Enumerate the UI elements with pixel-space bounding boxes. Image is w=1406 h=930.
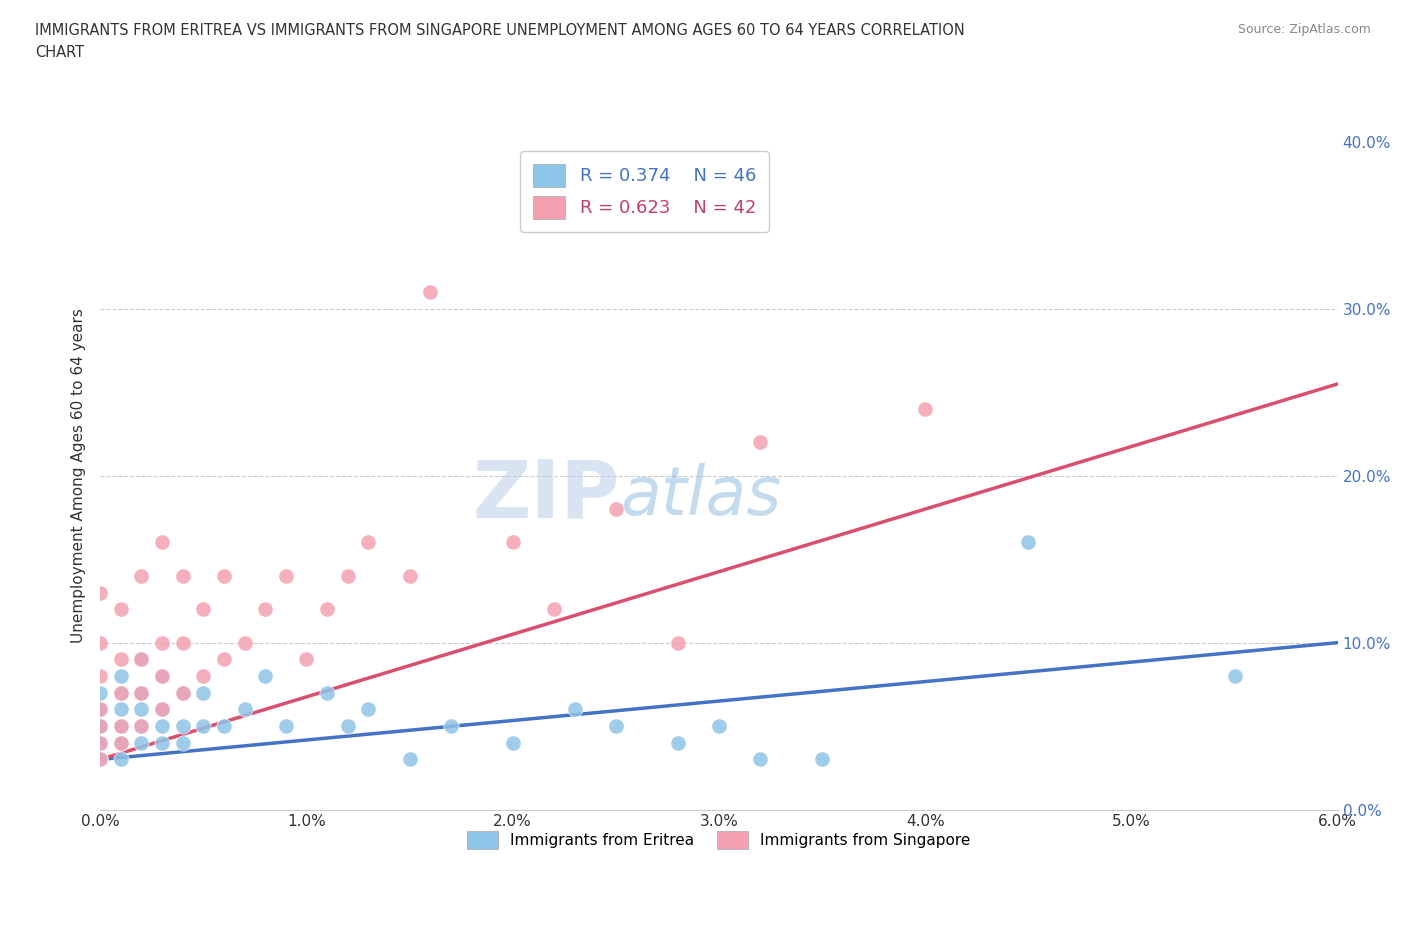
Point — [131, 685, 153, 700]
Point — [89, 702, 111, 717]
Point — [110, 669, 132, 684]
Point — [89, 719, 111, 734]
Point — [543, 602, 565, 617]
Point — [110, 685, 132, 700]
Point — [110, 752, 132, 767]
Point — [131, 652, 153, 667]
Point — [274, 568, 297, 583]
Point — [150, 736, 173, 751]
Point — [398, 568, 420, 583]
Point — [212, 568, 235, 583]
Point — [357, 535, 380, 550]
Point — [193, 669, 215, 684]
Point — [89, 702, 111, 717]
Point — [172, 719, 194, 734]
Point — [89, 719, 111, 734]
Point — [110, 719, 132, 734]
Point — [131, 652, 153, 667]
Point — [172, 568, 194, 583]
Point — [131, 702, 153, 717]
Text: Source: ZipAtlas.com: Source: ZipAtlas.com — [1237, 23, 1371, 36]
Point — [131, 568, 153, 583]
Point — [110, 736, 132, 751]
Point — [212, 652, 235, 667]
Point — [110, 702, 132, 717]
Point — [564, 702, 586, 717]
Point — [89, 685, 111, 700]
Text: ZIP: ZIP — [472, 457, 620, 535]
Point — [150, 669, 173, 684]
Point — [89, 669, 111, 684]
Point — [89, 585, 111, 600]
Point — [131, 685, 153, 700]
Point — [150, 669, 173, 684]
Text: atlas: atlas — [620, 463, 780, 529]
Point — [89, 736, 111, 751]
Point — [233, 635, 256, 650]
Point — [131, 719, 153, 734]
Point — [336, 719, 359, 734]
Point — [150, 702, 173, 717]
Point — [89, 635, 111, 650]
Point — [1017, 535, 1039, 550]
Point — [336, 568, 359, 583]
Point — [749, 752, 772, 767]
Point — [150, 535, 173, 550]
Point — [110, 719, 132, 734]
Point — [707, 719, 730, 734]
Point — [502, 736, 524, 751]
Point — [316, 602, 339, 617]
Point — [172, 685, 194, 700]
Point — [150, 702, 173, 717]
Point — [295, 652, 318, 667]
Point — [89, 752, 111, 767]
Point — [440, 719, 463, 734]
Point — [110, 685, 132, 700]
Point — [131, 719, 153, 734]
Point — [131, 736, 153, 751]
Point — [233, 702, 256, 717]
Point — [274, 719, 297, 734]
Point — [193, 685, 215, 700]
Point — [1223, 669, 1246, 684]
Point — [89, 752, 111, 767]
Legend: Immigrants from Eritrea, Immigrants from Singapore: Immigrants from Eritrea, Immigrants from… — [461, 825, 977, 856]
Point — [150, 719, 173, 734]
Point — [89, 719, 111, 734]
Point — [914, 402, 936, 417]
Point — [254, 669, 277, 684]
Point — [749, 435, 772, 450]
Point — [666, 736, 689, 751]
Point — [316, 685, 339, 700]
Point — [605, 501, 627, 516]
Point — [502, 535, 524, 550]
Point — [110, 652, 132, 667]
Point — [419, 285, 441, 299]
Point — [811, 752, 834, 767]
Point — [193, 602, 215, 617]
Point — [172, 635, 194, 650]
Y-axis label: Unemployment Among Ages 60 to 64 years: Unemployment Among Ages 60 to 64 years — [72, 308, 86, 644]
Point — [254, 602, 277, 617]
Point — [398, 752, 420, 767]
Point — [605, 719, 627, 734]
Point — [212, 719, 235, 734]
Point — [89, 736, 111, 751]
Point — [110, 736, 132, 751]
Point — [172, 736, 194, 751]
Point — [666, 635, 689, 650]
Point — [172, 685, 194, 700]
Point — [193, 719, 215, 734]
Point — [357, 702, 380, 717]
Point — [89, 736, 111, 751]
Text: IMMIGRANTS FROM ERITREA VS IMMIGRANTS FROM SINGAPORE UNEMPLOYMENT AMONG AGES 60 : IMMIGRANTS FROM ERITREA VS IMMIGRANTS FR… — [35, 23, 965, 60]
Point — [150, 635, 173, 650]
Point — [89, 752, 111, 767]
Point — [110, 602, 132, 617]
